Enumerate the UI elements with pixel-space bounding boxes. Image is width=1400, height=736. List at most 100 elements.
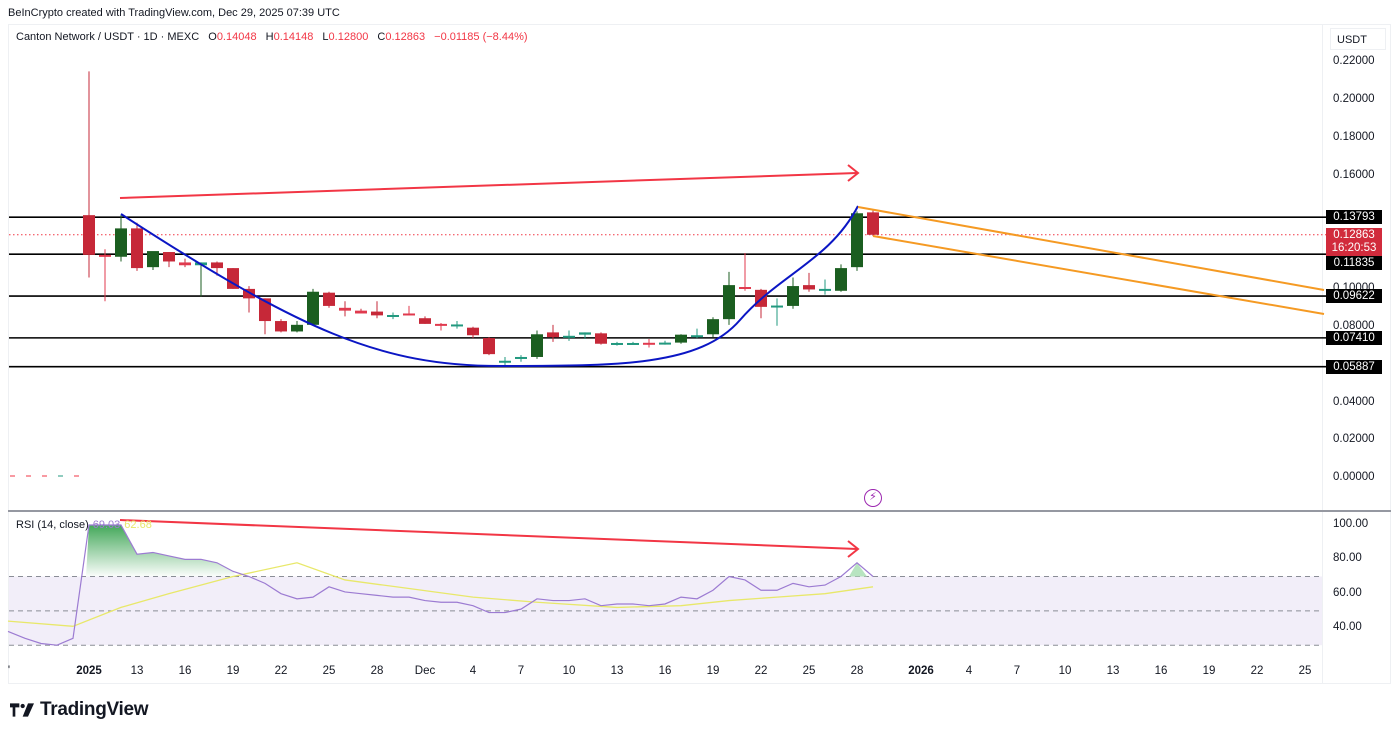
time-tick: 7 — [1013, 665, 1021, 677]
candle-body — [451, 324, 463, 327]
time-tick: 13 — [130, 665, 144, 677]
time-tick: 7 — [517, 665, 525, 677]
candle-body — [355, 310, 367, 314]
candle-body — [595, 333, 607, 344]
time-tick: 25 — [322, 665, 336, 677]
rsi-overbought-fill — [86, 525, 236, 577]
rsi-tick: 100.00 — [1333, 518, 1369, 530]
candle-body — [515, 356, 527, 359]
rsi-title[interactable]: RSI (14, close) — [16, 519, 89, 531]
candle-body — [627, 342, 639, 345]
time-tick: Dec — [414, 665, 436, 677]
candle-body — [163, 252, 175, 262]
level-tag: 0.09622 — [1326, 289, 1382, 303]
time-tick: 22 — [1250, 665, 1264, 677]
time-tick: ' — [7, 665, 11, 677]
candle-body — [307, 291, 319, 325]
candle-body — [563, 335, 575, 338]
candle-body — [227, 268, 239, 289]
candle-body — [851, 213, 863, 268]
time-tick: 28 — [850, 665, 864, 677]
price-tick: 0.22000 — [1333, 55, 1375, 67]
time-tick: 28 — [370, 665, 384, 677]
rsi-ma-value: 62.68 — [124, 519, 152, 531]
channel-lower-line — [872, 235, 1325, 315]
candle-body — [131, 228, 143, 269]
rsi-trend-arrow — [119, 519, 858, 550]
candle-body — [771, 305, 783, 308]
channel-upper-line — [857, 206, 1325, 291]
time-tick: 19 — [226, 665, 240, 677]
rsi-value: 69.03 — [92, 519, 121, 531]
candle-body — [675, 334, 687, 343]
time-tick: 19 — [706, 665, 720, 677]
level-tag: 0.13793 — [1326, 210, 1382, 224]
candle-body — [579, 332, 591, 335]
tradingview-wordmark: TradingView — [40, 699, 149, 720]
candle-body — [339, 307, 351, 311]
candle-body — [819, 288, 831, 291]
candle-body — [147, 251, 159, 268]
candle-body — [611, 342, 623, 345]
candle-body — [467, 327, 479, 336]
candle-body — [179, 262, 191, 266]
candle-body — [259, 298, 271, 322]
candle-body — [419, 318, 431, 324]
candle-body — [291, 324, 303, 332]
time-tick: 2026 — [908, 665, 934, 677]
currency-button[interactable]: USDT — [1330, 28, 1386, 50]
open-value: 0.14048 — [216, 31, 257, 43]
candle-body — [723, 285, 735, 320]
close-value: 0.12863 — [385, 31, 426, 43]
price-tick: 0.00000 — [1333, 471, 1375, 483]
candle-body — [435, 323, 447, 326]
price-tick: 0.02000 — [1333, 433, 1375, 445]
rsi-line — [7, 524, 874, 646]
candle-body — [371, 311, 383, 316]
price-tick: 0.20000 — [1333, 93, 1375, 105]
price-tick: 0.04000 — [1333, 396, 1375, 408]
current-price-tag: 0.12863 16:20:53 — [1326, 228, 1382, 256]
symbol-legend: Canton Network / USDT · 1D · MEXC O0.140… — [16, 31, 528, 43]
pane-separator[interactable] — [8, 510, 1391, 512]
time-tick: 13 — [610, 665, 624, 677]
level-tag: 0.11835 — [1326, 256, 1382, 270]
price-trend-arrow — [119, 172, 858, 199]
rsi-overbought-fill — [849, 562, 867, 577]
rsi-ma-line — [7, 562, 874, 627]
time-tick: 13 — [1106, 665, 1120, 677]
price-axis-separator — [1322, 24, 1323, 684]
candle-body — [483, 338, 495, 355]
chart-credit: BeInCrypto created with TradingView.com,… — [8, 7, 340, 19]
rsi-tick: 60.00 — [1333, 587, 1362, 599]
symbol-title[interactable]: Canton Network / USDT · 1D · MEXC — [16, 31, 200, 43]
tradingview-logo[interactable]: TradingView — [10, 699, 149, 721]
high-value: 0.14148 — [273, 31, 314, 43]
price-tick: 0.16000 — [1333, 169, 1375, 181]
time-tick: 2025 — [76, 665, 102, 677]
candle-body — [691, 335, 703, 338]
candle-body — [659, 342, 671, 345]
candle-body — [707, 319, 719, 335]
candle-body — [739, 287, 751, 290]
candle-body — [803, 285, 815, 290]
time-tick: 16 — [178, 665, 192, 677]
candle-body — [211, 262, 223, 269]
candle-body — [499, 360, 511, 363]
time-tick: 4 — [469, 665, 477, 677]
time-tick: 16 — [1154, 665, 1168, 677]
price-tick: 0.08000 — [1333, 320, 1375, 332]
candle-body — [243, 288, 255, 299]
lightning-event-icon[interactable]: ⚡︎ — [864, 489, 882, 507]
chart-frame — [8, 24, 1391, 684]
time-tick: 22 — [754, 665, 768, 677]
candle-body — [547, 332, 559, 338]
price-tick: 0.18000 — [1333, 131, 1375, 143]
candle-body — [275, 321, 287, 332]
level-tag: 0.05887 — [1326, 360, 1382, 374]
candle-body — [531, 334, 543, 357]
change-value: −0.01185 (−8.44%) — [434, 31, 528, 43]
price-arrow-head — [847, 164, 860, 182]
candle-body — [787, 286, 799, 306]
